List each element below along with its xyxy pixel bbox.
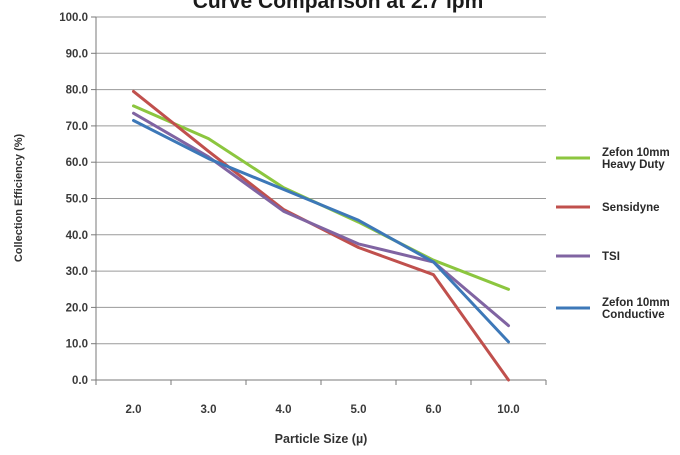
x-axis-label: Particle Size (µ) [275, 432, 368, 446]
legend-label-3: Conductive [602, 309, 665, 321]
y-tick-label: 80.0 [66, 85, 88, 97]
y-tick-label: 50.0 [66, 194, 88, 206]
series-line-3 [132, 119, 510, 344]
y-axis-ticks: 0.0 10.0 20.0 30.0 40.0 50.0 60.0 70.0 80.0 90.0 1… [59, 12, 96, 387]
series-line-0 [132, 104, 510, 291]
x-tick-label: 5.0 [351, 404, 367, 416]
y-tick-label: 10.0 [66, 339, 88, 351]
y-tick-label: 0.0 [72, 375, 88, 387]
y-tick-label: 100.0 [59, 12, 88, 24]
legend-label-2: TSI [602, 251, 620, 263]
series-lines [132, 89, 510, 382]
chart-title: Curve Comparison at 2.7 lpm [193, 0, 484, 13]
y-tick-label: 20.0 [66, 302, 88, 314]
x-tick-label: 4.0 [276, 404, 292, 416]
y-axis-label: Collection Efficiency (%) [13, 133, 25, 262]
legend-label-1: Sensidyne [602, 202, 660, 214]
x-tick-label: 10.0 [497, 404, 519, 416]
legend-label-0: Zefon 10mm [602, 147, 670, 159]
x-axis-ticks: 2.0 3.0 4.0 5.0 6.0 10.0 [95, 380, 547, 416]
x-tick-label: 2.0 [126, 404, 142, 416]
gridlines [96, 16, 546, 345]
x-tick-label: 3.0 [201, 404, 217, 416]
y-tick-label: 90.0 [66, 48, 88, 60]
series-line-2 [132, 111, 510, 328]
y-tick-label: 60.0 [66, 157, 88, 169]
y-tick-label: 30.0 [66, 266, 88, 278]
x-tick-label: 6.0 [426, 404, 442, 416]
y-tick-label: 40.0 [66, 230, 88, 242]
series-line-1 [132, 89, 510, 382]
legend-label-0: Heavy Duty [602, 159, 665, 171]
y-tick-label: 70.0 [66, 121, 88, 133]
legend-label-3: Zefon 10mm [602, 297, 670, 309]
